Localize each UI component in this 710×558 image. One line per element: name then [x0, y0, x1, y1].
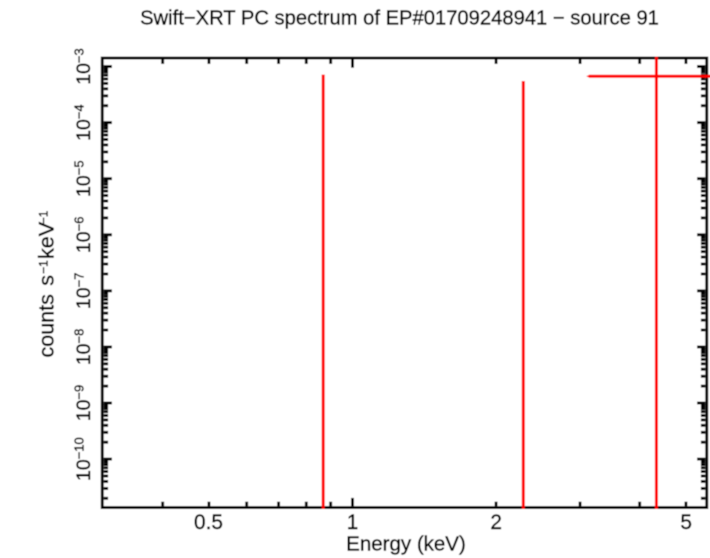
svg-text:1: 1 [347, 511, 359, 534]
svg-text:Energy (keV): Energy (keV) [346, 533, 466, 556]
svg-text:5: 5 [680, 511, 692, 534]
svg-text:0.5: 0.5 [194, 511, 223, 534]
svg-text:10−6: 10−6 [72, 217, 95, 254]
svg-text:2: 2 [490, 511, 502, 534]
svg-text:Swift−XRT PC spectrum of EP#01: Swift−XRT PC spectrum of EP#01709248941 … [140, 8, 659, 30]
svg-text:countss−1keV−1: countss−1keV−1 [35, 210, 59, 357]
